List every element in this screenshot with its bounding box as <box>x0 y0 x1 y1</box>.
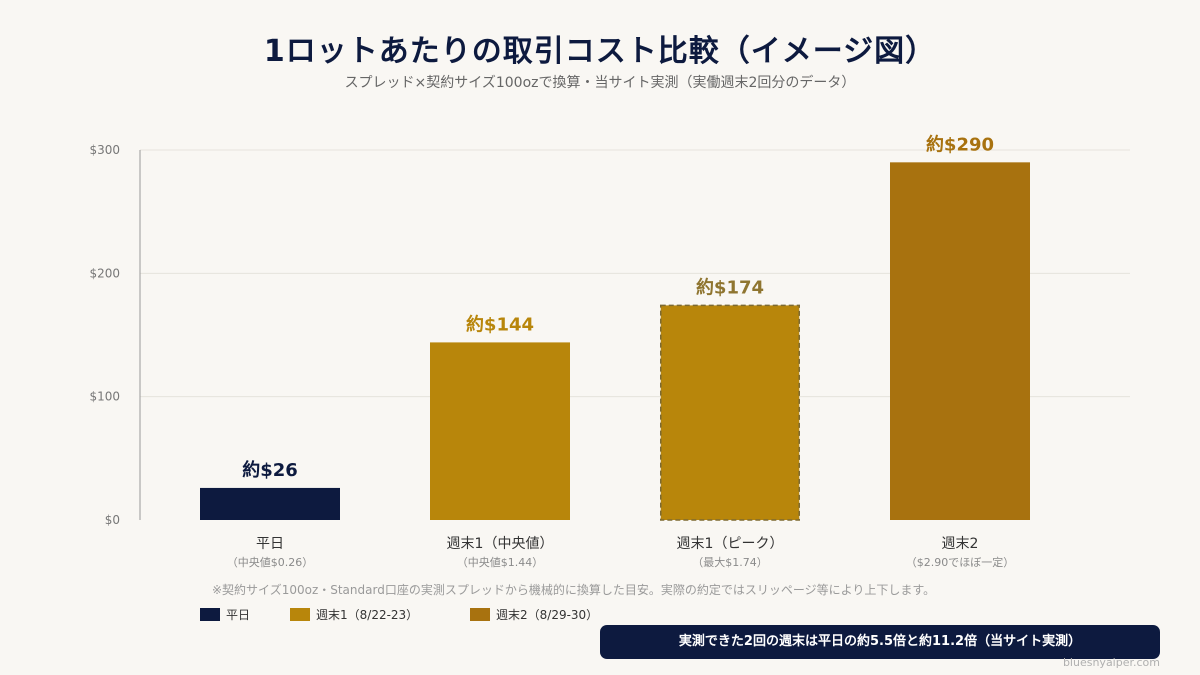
legend-swatch <box>290 608 310 621</box>
site-credit: bluesnyaiper.com <box>1062 656 1160 669</box>
legend-swatch <box>200 608 220 621</box>
legend-label: 平日 <box>226 608 251 622</box>
x-tick-label: 週末2 <box>942 536 979 552</box>
footnote: ※契約サイズ100oz・Standard口座の実測スプレッドから機械的に換算した… <box>212 583 936 597</box>
legend-label: 週末1（8/22-23） <box>316 608 419 622</box>
y-tick-label: $200 <box>89 266 120 280</box>
data-label: 約$26 <box>242 459 298 481</box>
legend-label: 週末2（8/29-30） <box>496 608 599 622</box>
x-tick-sublabel: （$2.90でほぼ一定） <box>906 555 1015 569</box>
y-tick-label: $300 <box>89 143 120 157</box>
chart-title: 1ロットあたりの取引コスト比較（イメージ図） <box>263 34 937 69</box>
bar <box>660 304 800 521</box>
x-tick-sublabel: （中央値$1.44） <box>457 556 544 569</box>
data-label: 約$290 <box>926 133 994 155</box>
y-tick-label: $100 <box>89 390 120 404</box>
x-tick-sublabel: （最大$1.74） <box>692 555 768 569</box>
data-label: 約$174 <box>696 276 764 298</box>
bar <box>890 162 1030 521</box>
x-tick-label: 平日 <box>256 536 284 552</box>
chart-subtitle: スプレッド×契約サイズ100ozで換算・当サイト実測（実働週末2回分のデータ） <box>344 75 856 91</box>
bar <box>430 342 570 520</box>
bar <box>200 487 340 520</box>
bar-chart: $0 $100 $200 $300 約$26 平日 （中央値$0.26） 約$144 週末1（中… <box>89 133 1130 569</box>
legend-swatch <box>470 608 490 621</box>
x-tick-label: 週末1（ピーク） <box>677 536 784 552</box>
data-label: 約$144 <box>466 313 534 335</box>
y-tick-label: $0 <box>105 513 120 527</box>
callout-banner: 実測できた2回の週末は平日の約5.5倍と約11.2倍（当サイト実測） <box>600 625 1160 659</box>
x-tick-label: 週末1（中央値） <box>447 536 554 552</box>
x-tick-sublabel: （中央値$0.26） <box>227 556 314 569</box>
